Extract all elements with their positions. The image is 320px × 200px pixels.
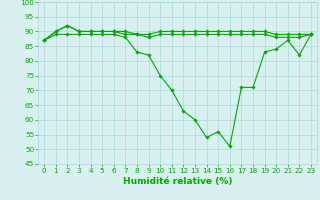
- X-axis label: Humidité relative (%): Humidité relative (%): [123, 177, 232, 186]
